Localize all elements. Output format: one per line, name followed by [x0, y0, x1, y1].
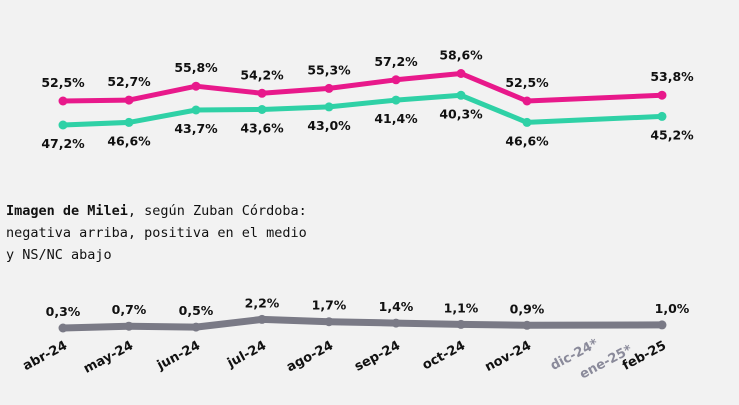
data-point-nsnc: [58, 323, 68, 333]
data-label-negative: 52,7%: [107, 74, 151, 89]
data-label-positive: 46,6%: [505, 133, 549, 148]
data-point-positive: [124, 117, 134, 127]
data-label-negative: 57,2%: [374, 54, 418, 69]
data-point-positive: [522, 117, 532, 127]
data-point-positive: [657, 111, 667, 121]
data-point-nsnc: [657, 320, 667, 330]
data-label-negative: 58,6%: [439, 48, 483, 63]
data-label-nsnc: 0,9%: [510, 301, 545, 316]
x-tick-label: jun-24: [154, 338, 203, 374]
data-point-negative: [456, 69, 466, 78]
data-point-positive: [391, 95, 401, 105]
caption-line1: , según Zuban Córdoba:: [127, 203, 307, 219]
data-label-negative: 55,3%: [307, 62, 351, 77]
data-point-positive: [456, 90, 466, 100]
caption-line3: y NS/NC abajo: [6, 247, 112, 263]
data-label-negative: 52,5%: [41, 75, 85, 90]
data-point-nsnc: [391, 318, 401, 328]
x-tick-label: nov-24: [483, 338, 534, 375]
data-point-negative: [324, 83, 334, 93]
data-label-negative: 55,8%: [174, 60, 218, 75]
data-point-positive: [324, 102, 334, 112]
x-tick-label: oct-24: [420, 338, 468, 373]
data-label-positive: 46,6%: [107, 133, 151, 148]
data-label-positive: 47,2%: [41, 136, 85, 151]
data-point-nsnc: [191, 322, 201, 332]
data-point-nsnc: [124, 321, 134, 331]
data-label-negative: 52,5%: [505, 75, 549, 90]
data-point-positive: [191, 105, 201, 115]
x-tick-label: sep-24: [352, 338, 403, 374]
data-point-negative: [522, 96, 532, 106]
chart-caption: Imagen de Milei, según Zuban Córdoba: ne…: [6, 200, 406, 266]
data-point-negative: [124, 95, 134, 105]
data-label-nsnc: 1,7%: [312, 298, 347, 313]
data-point-positive: [257, 105, 267, 114]
data-label-nsnc: 1,0%: [655, 301, 690, 316]
data-point-negative: [58, 96, 68, 106]
data-point-negative: [391, 75, 401, 85]
data-label-nsnc: 1,4%: [379, 299, 414, 314]
data-point-nsnc: [522, 320, 532, 330]
data-label-positive: 43,0%: [307, 118, 351, 133]
data-label-positive: 43,7%: [174, 121, 218, 136]
data-label-nsnc: 0,3%: [46, 304, 81, 319]
data-point-negative: [257, 88, 267, 98]
series-line-nsnc: [59, 315, 666, 332]
data-label-nsnc: 2,2%: [245, 295, 280, 310]
data-label-negative: 53,8%: [650, 69, 694, 84]
data-label-nsnc: 0,7%: [112, 302, 147, 317]
data-point-negative: [657, 90, 667, 100]
data-label-positive: 40,3%: [439, 106, 483, 121]
x-tick-label: ago-24: [284, 338, 336, 375]
caption-line2: negativa arriba, positiva en el medio: [6, 225, 307, 241]
data-point-positive: [58, 120, 68, 130]
data-point-negative: [191, 81, 201, 91]
series-line-negative: [60, 71, 665, 104]
data-point-nsnc: [324, 317, 334, 327]
data-label-positive: 45,2%: [650, 127, 694, 142]
data-point-nsnc: [257, 314, 267, 324]
data-label-negative: 54,2%: [240, 67, 284, 82]
data-label-positive: 43,6%: [240, 121, 284, 136]
x-tick-label: abr-24: [20, 338, 69, 374]
data-point-nsnc: [456, 319, 466, 329]
x-tick-label: may-24: [81, 338, 136, 377]
data-label-nsnc: 1,1%: [444, 300, 479, 315]
data-label-positive: 41,4%: [374, 111, 418, 126]
data-label-nsnc: 0,5%: [179, 303, 214, 318]
caption-bold: Imagen de Milei: [6, 203, 128, 219]
x-tick-label: jul-24: [224, 338, 269, 371]
